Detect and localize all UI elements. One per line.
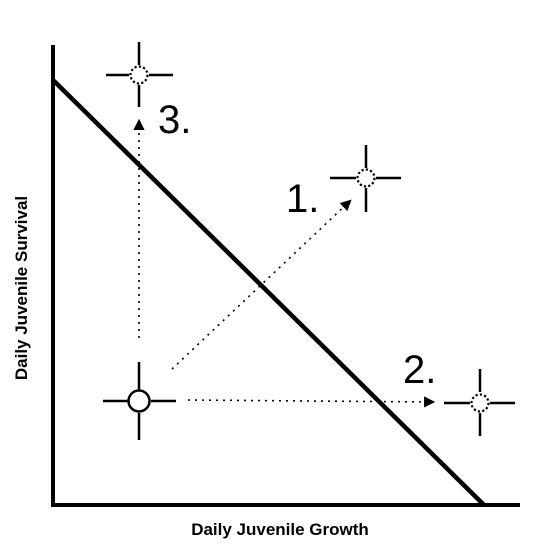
dotted-circle-crosshair-icon bbox=[444, 369, 515, 436]
arrow-growth bbox=[187, 396, 436, 408]
option-label-2: 2. bbox=[403, 348, 436, 392]
dotted-circle-crosshair-icon bbox=[330, 145, 401, 212]
tradeoff-line bbox=[51, 78, 486, 507]
dotted-circle-crosshair-icon bbox=[106, 42, 173, 107]
option-label-3: 3. bbox=[158, 98, 191, 142]
y-axis-title: Daily Juvenile Survival bbox=[12, 196, 31, 380]
x-axis-title: Daily Juvenile Growth bbox=[191, 520, 369, 539]
solid-circle-crosshair-icon bbox=[103, 362, 176, 440]
arrow-growth-survival bbox=[171, 199, 352, 370]
option-label-1: 1. bbox=[286, 177, 319, 221]
